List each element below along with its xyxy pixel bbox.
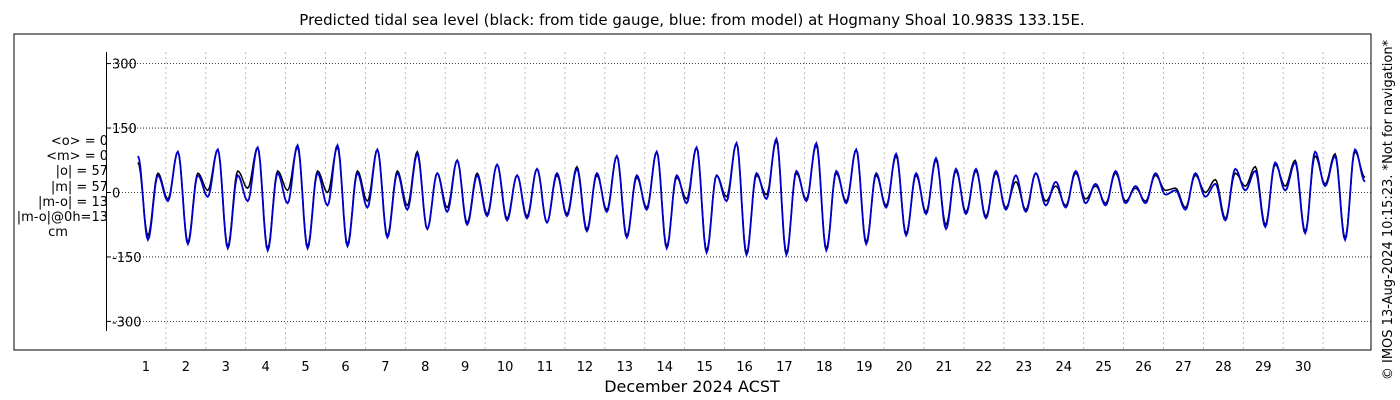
x-tick-label: 21 — [936, 360, 953, 375]
x-tick-label: 23 — [1016, 360, 1033, 375]
series-line-tide-gauge — [137, 139, 1366, 255]
y-tick-label: 150 — [112, 122, 137, 137]
stat-abs-difference: |m-o| = 13 — [37, 194, 108, 210]
series-line-model — [137, 136, 1366, 258]
y-tick-label: -150 — [112, 251, 142, 266]
stat-mean-model: <m> = 0 — [46, 149, 108, 165]
x-tick-label: 8 — [421, 360, 429, 375]
x-tick-label: 9 — [461, 360, 469, 375]
x-tick-label: 25 — [1095, 360, 1112, 375]
x-tick-label: 19 — [856, 360, 873, 375]
x-tick-label: 2 — [182, 360, 190, 375]
chart-title: Predicted tidal sea level (black: from t… — [299, 11, 1084, 29]
x-tick-label: 24 — [1055, 360, 1072, 375]
stat-abs-model: |m| = 57 — [50, 179, 108, 195]
x-tick-label: 30 — [1295, 360, 1312, 375]
x-tick-label: 12 — [577, 360, 594, 375]
stat-mean-observed: <o> = 0 — [50, 134, 108, 149]
grid-lines — [107, 52, 1371, 350]
x-tick-label: 27 — [1175, 360, 1192, 375]
x-tick-label: 7 — [381, 360, 389, 375]
stat-abs-observed: |o| = 57 — [55, 164, 108, 180]
statistics-panel: <o> = 0 <m> = 0 |o| = 57 |m| = 57 |m-o| … — [8, 134, 108, 240]
x-tick-label: 3 — [222, 360, 230, 375]
x-tick-label: 11 — [537, 360, 554, 375]
x-tick-label: 14 — [656, 360, 673, 375]
x-tick-label: 29 — [1255, 360, 1272, 375]
stat-unit: cm — [48, 225, 68, 241]
y-tick-label: -300 — [112, 315, 142, 330]
y-tick-label: 0 — [112, 187, 120, 202]
y-tick-label: 300 — [112, 58, 137, 73]
x-tick-label: 4 — [262, 360, 270, 375]
x-tick-label: 10 — [497, 360, 514, 375]
x-tick-label: 22 — [976, 360, 993, 375]
x-tick-label: 1 — [142, 360, 150, 375]
x-tick-label: 17 — [776, 360, 793, 375]
x-tick-label: 18 — [816, 360, 833, 375]
x-tick-label: 16 — [736, 360, 753, 375]
watermark-text: © IMOS 13-Aug-2024 10:15:23. *Not for na… — [1381, 39, 1396, 380]
x-axis-label: December 2024 ACST — [604, 377, 780, 396]
x-tick-label: 6 — [341, 360, 349, 375]
x-tick-label: 20 — [896, 360, 913, 375]
x-tick-labels: 1 2 3 4 5 6 7 8 9 10 11 12 13 14 15 16 17 18 19 20 21 22 23 24 2… — [142, 360, 1312, 375]
outer-frame — [13, 33, 1372, 351]
x-tick-label: 15 — [696, 360, 713, 375]
x-tick-label: 13 — [617, 360, 634, 375]
x-tick-label: 5 — [301, 360, 309, 375]
stat-abs-difference-0h: |m-o|@0h=13 — [16, 210, 108, 226]
x-tick-label: 26 — [1135, 360, 1152, 375]
y-tick-labels: 300 150 0 -150 -300 — [106, 58, 142, 330]
x-tick-label: 28 — [1215, 360, 1232, 375]
